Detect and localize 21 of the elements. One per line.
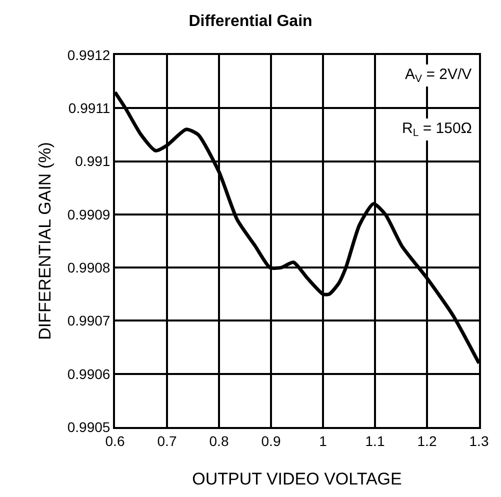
chart-title: Differential Gain: [188, 13, 312, 30]
x-tick-label: 0.7: [157, 432, 177, 449]
annotation: A$_{V}$ = 2V/V: [405, 66, 472, 86]
y-tick-label: 0.9912: [67, 46, 110, 63]
x-tick-label: 1.3: [469, 432, 489, 449]
x-tick-label: 1: [319, 432, 328, 449]
x-tick-label: 1.2: [417, 432, 437, 449]
x-tick-label: 0.8: [209, 432, 229, 449]
y-tick-label: 0.9906: [67, 366, 110, 382]
y-tick-label: 0.9911: [68, 100, 110, 116]
x-tick-label: 1.1: [365, 432, 385, 449]
y-tick-label: 0.991: [75, 153, 110, 170]
y-tick-label: 0.9909: [67, 206, 110, 222]
y-tick-label: 0.9907: [67, 312, 110, 329]
x-tick-label: 0.9: [261, 432, 281, 449]
y-axis-title: DIFFERENTIAL GAIN (%): [35, 142, 54, 340]
x-tick-label: 0.6: [105, 432, 125, 449]
annotation: R$_{L}$ = 150Ω: [402, 120, 472, 140]
x-axis-title: OUTPUT VIDEO VOLTAGE: [192, 470, 402, 489]
y-tick-label: 0.9905: [67, 418, 110, 435]
y-tick-label: 0.9908: [67, 259, 110, 276]
